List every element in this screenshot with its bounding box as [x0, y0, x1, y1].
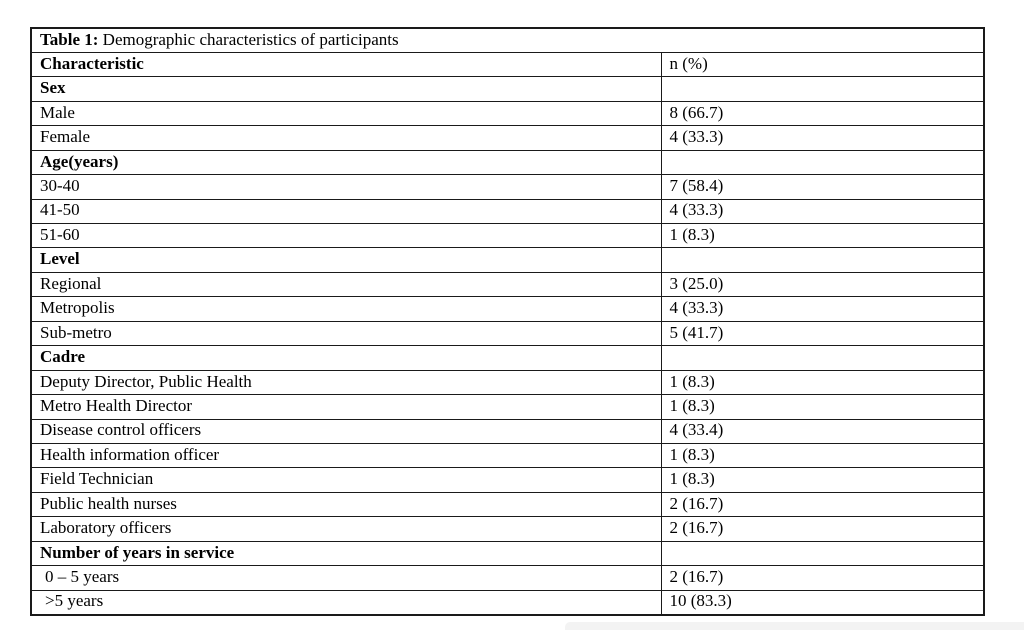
row-label-cell: Laboratory officers: [30, 516, 662, 542]
table-row: Disease control officers 4 (33.4): [30, 418, 985, 444]
row-value-cell: [660, 247, 985, 273]
row-label-cell: 0 – 5 years: [30, 565, 662, 591]
table-row: Regional 3 (25.0): [30, 271, 985, 298]
row-value-cell: 8 (66.7): [660, 100, 985, 127]
row-label-cell: Age(years): [30, 149, 662, 176]
row-label-cell: Health information officer: [30, 442, 662, 469]
table-row: 41-50 4 (33.3): [30, 198, 985, 225]
row-label-cell: Metro Health Director: [30, 394, 662, 420]
table-title: Table 1: Demographic characteristics of …: [30, 27, 985, 53]
row-value-cell: 4 (33.3): [660, 198, 985, 225]
row-value-cell: [660, 149, 985, 176]
row-label-cell: Cadre: [30, 345, 662, 371]
table-row: Health information officer 1 (8.3): [30, 442, 985, 469]
row-value-cell: 10 (83.3): [660, 589, 985, 616]
row-value-cell: 4 (33.3): [660, 296, 985, 322]
row-value-cell: [660, 76, 985, 102]
row-value-cell: [660, 345, 985, 371]
row-value-cell: 2 (16.7): [660, 565, 985, 591]
row-label-cell: 41-50: [30, 198, 662, 225]
row-label-cell: Level: [30, 247, 662, 273]
column-header-characteristic: Characteristic: [30, 51, 662, 78]
table-row: Metropolis 4 (33.3): [30, 296, 985, 322]
row-value-cell: 1 (8.3): [660, 369, 985, 396]
row-label-cell: Male: [30, 100, 662, 127]
row-value-cell: 5 (41.7): [660, 320, 985, 347]
section-row: Number of years in service: [30, 540, 985, 567]
row-label-cell: Disease control officers: [30, 418, 662, 444]
row-label-cell: Regional: [30, 271, 662, 298]
table-row: Male 8 (66.7): [30, 100, 985, 127]
row-label-cell: Public health nurses: [30, 491, 662, 518]
table-row: 51-60 1 (8.3): [30, 222, 985, 249]
column-header-n-pct: n (%): [660, 51, 985, 78]
table-row: Metro Health Director 1 (8.3): [30, 394, 985, 420]
table-row: Deputy Director, Public Health 1 (8.3): [30, 369, 985, 396]
row-value-cell: [660, 540, 985, 567]
row-label-cell: 30-40: [30, 174, 662, 200]
bottom-panel-edge: [565, 622, 1024, 630]
row-value-cell: 1 (8.3): [660, 467, 985, 493]
row-label-cell: Sub-metro: [30, 320, 662, 347]
row-label-cell: Female: [30, 125, 662, 151]
table-title-row: Table 1: Demographic characteristics of …: [30, 27, 985, 53]
row-label-cell: >5 years: [30, 589, 662, 616]
row-value-cell: 2 (16.7): [660, 491, 985, 518]
row-value-cell: 4 (33.3): [660, 125, 985, 151]
table-body: Table 1: Demographic characteristics of …: [30, 27, 985, 616]
row-value-cell: 1 (8.3): [660, 394, 985, 420]
table-row: Laboratory officers 2 (16.7): [30, 516, 985, 542]
table-row: Public health nurses 2 (16.7): [30, 491, 985, 518]
table-row: Female 4 (33.3): [30, 125, 985, 151]
row-label-cell: Number of years in service: [30, 540, 662, 567]
row-value-cell: 4 (33.4): [660, 418, 985, 444]
row-value-cell: 3 (25.0): [660, 271, 985, 298]
section-row: Age(years): [30, 149, 985, 176]
section-row: Sex: [30, 76, 985, 102]
table-row: >5 years 10 (83.3): [30, 589, 985, 616]
section-row: Level: [30, 247, 985, 273]
table-row: Sub-metro 5 (41.7): [30, 320, 985, 347]
row-label-cell: Sex: [30, 76, 662, 102]
row-label-cell: Metropolis: [30, 296, 662, 322]
table-title-text: Demographic characteristics of participa…: [98, 29, 399, 49]
row-label-cell: Deputy Director, Public Health: [30, 369, 662, 396]
row-label-cell: 51-60: [30, 222, 662, 249]
row-value-cell: 7 (58.4): [660, 174, 985, 200]
row-value-cell: 1 (8.3): [660, 222, 985, 249]
table-row: Field Technician 1 (8.3): [30, 467, 985, 493]
table-row: 0 – 5 years 2 (16.7): [30, 565, 985, 591]
table-header-row: Characteristic n (%): [30, 51, 985, 78]
row-value-cell: 2 (16.7): [660, 516, 985, 542]
section-row: Cadre: [30, 345, 985, 371]
demographics-table: Table 1: Demographic characteristics of …: [30, 27, 986, 616]
table-title-label: Table 1:: [40, 29, 99, 49]
row-label-cell: Field Technician: [30, 467, 662, 493]
table-row: 30-40 7 (58.4): [30, 174, 985, 200]
row-value-cell: 1 (8.3): [660, 442, 985, 469]
